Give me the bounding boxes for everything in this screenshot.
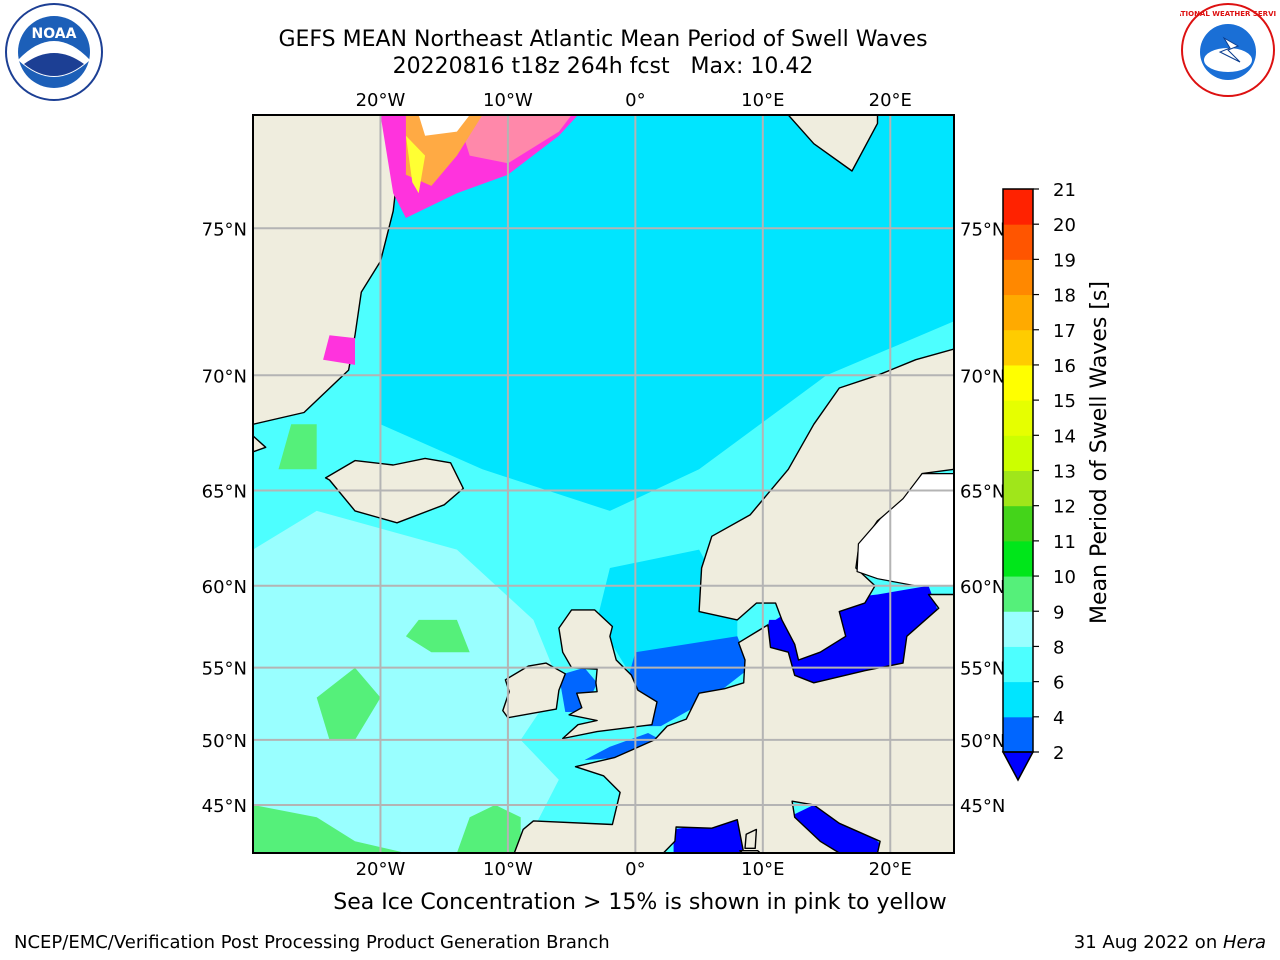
- colorbar-segment: [1003, 189, 1033, 225]
- map-subtitle: 20220816 t18z 264h fcst Max: 10.42: [392, 54, 814, 79]
- swell-region-9-10-c: [316, 667, 381, 740]
- footer-credit: NCEP/EMC/Verification Post Processing Pr…: [14, 932, 610, 953]
- lat-tick-label-right: 50°N: [960, 731, 1005, 752]
- colorbar-tick-label: 4: [1053, 708, 1064, 729]
- colorbar-tick-label: 2: [1053, 743, 1064, 764]
- colorbar-tick-label: 11: [1053, 532, 1076, 553]
- lat-tick-label-left: 45°N: [202, 796, 247, 817]
- land-svalbard: [787, 115, 879, 172]
- swell-region-8-9-west: [253, 510, 559, 853]
- lon-tick-label-top: 0°: [625, 90, 645, 111]
- swell-region-9-10-e: [278, 424, 317, 470]
- colorbar-tick-label: 9: [1053, 602, 1064, 623]
- footer-system: Hera: [1222, 932, 1266, 953]
- sea-ice-caption: Sea Ice Concentration > 15% is shown in …: [333, 890, 947, 915]
- sea-ice-field: [323, 115, 954, 587]
- colorbar-tick-label: 10: [1053, 567, 1076, 588]
- footer-date-text: 31 Aug 2022 on: [1073, 932, 1223, 953]
- land-corsica: [744, 828, 758, 849]
- lon-tick-label-bottom: 10°E: [741, 859, 784, 880]
- sea-ice-white: [418, 115, 470, 136]
- lat-tick-label-left: 75°N: [202, 219, 247, 240]
- lon-tick-label-bottom: 20°E: [869, 859, 912, 880]
- colorbar-segment: [1003, 646, 1033, 683]
- land-great-britain: [558, 609, 658, 740]
- noaa-logo-icon: NOAA: [5, 3, 103, 101]
- colorbar-segment: [1003, 576, 1033, 612]
- noaa-logo-text: NOAA: [32, 26, 77, 42]
- lat-tick-label-right: 70°N: [960, 366, 1005, 387]
- lon-tick-label-bottom: 10°W: [483, 859, 533, 880]
- graticule: [253, 115, 954, 853]
- nws-logo-text: NATIONAL WEATHER SERVICE: [1180, 10, 1276, 18]
- colorbar-segment: [1003, 716, 1033, 753]
- colorbar-tick-label: 18: [1053, 286, 1076, 307]
- lon-tick-label-top: 20°E: [869, 90, 912, 111]
- map-frame: [252, 114, 955, 854]
- map-tick-labels: 20°W 20°W 10°W 10°W 0° 0° 10°E 10°E 20°E 20°E 45°N…: [202, 90, 1006, 880]
- lat-tick-label-right: 45°N: [960, 796, 1005, 817]
- colorbar-tick-label: 19: [1053, 250, 1076, 271]
- land-greenland-south: [253, 435, 267, 453]
- lat-tick-label-right: 75°N: [960, 219, 1005, 240]
- footer-date: 31 Aug 2022 on Hera: [1074, 932, 1266, 953]
- land-iberia-france-europe: [513, 593, 954, 853]
- colorbar-tick-label: 6: [1053, 673, 1064, 694]
- colorbar-tick-label: 16: [1053, 356, 1076, 377]
- swell-region-6-8-coast: [520, 712, 623, 830]
- bothnia-white-area: [856, 473, 954, 587]
- lon-tick-label-top: 10°E: [741, 90, 784, 111]
- colorbar-segment: [1003, 505, 1033, 542]
- sea-ice-pink-west: [323, 335, 355, 365]
- colorbar-segment: [1003, 294, 1033, 331]
- swell-region-4-6-north: [380, 115, 954, 511]
- map-title: GEFS MEAN Northeast Atlantic Mean Period…: [278, 27, 928, 52]
- colorbar-tick-label: 8: [1053, 637, 1064, 658]
- land-ireland: [502, 662, 566, 719]
- lon-tick-label-top: 10°W: [483, 90, 533, 111]
- colorbar-segment: [1003, 329, 1033, 366]
- lon-tick-label-top: 20°W: [356, 90, 406, 111]
- sea-ice-salmon: [456, 115, 572, 164]
- colorbar-tick-label: 15: [1053, 391, 1076, 412]
- lat-tick-label-right: 55°N: [960, 659, 1005, 680]
- lat-tick-label-left: 55°N: [202, 659, 247, 680]
- colorbar-tick-label: 13: [1053, 462, 1076, 483]
- swell-region-9-10-b: [456, 804, 521, 853]
- colorbar-segment: [1003, 400, 1033, 436]
- colorbar-tick-label: 21: [1053, 180, 1076, 201]
- sea-ice-yellow: [405, 135, 426, 194]
- lat-tick-label-left: 60°N: [202, 577, 247, 598]
- colorbar-segment: [1003, 681, 1033, 718]
- colorbar-tick-label: 14: [1053, 426, 1076, 447]
- colorbar-segment: [1003, 435, 1033, 471]
- colorbar-segment: [1003, 224, 1033, 260]
- lat-tick-label-left: 50°N: [202, 731, 247, 752]
- colorbar-label: Mean Period of Swell Waves [s]: [1087, 281, 1112, 624]
- colorbar-tick-label: 20: [1053, 215, 1076, 236]
- lon-tick-label-bottom: 0°: [625, 859, 645, 880]
- map-area: [253, 115, 954, 853]
- colorbar-segment: [1003, 259, 1033, 296]
- lat-tick-label-left: 65°N: [202, 481, 247, 502]
- colorbar: 2 4 6 8 9 10 11 12 13 14 15 16 17 18 19 20 21 Mean Period…: [1001, 180, 1112, 782]
- swell-region-9-10-d: [405, 619, 470, 653]
- colorbar-tick-label: 12: [1053, 497, 1076, 518]
- lon-tick-label-bottom: 20°W: [356, 859, 406, 880]
- colorbar-segment: [1003, 470, 1033, 507]
- colorbar-tick-label: 17: [1053, 321, 1076, 342]
- nws-logo-icon: NATIONAL WEATHER SERVICE: [1180, 3, 1276, 97]
- colorbar-segment: [1003, 611, 1033, 647]
- lat-tick-label-right: 65°N: [960, 481, 1005, 502]
- colorbar-extend-arrow: [1001, 751, 1035, 782]
- colorbar-segment: [1003, 540, 1033, 577]
- swell-region-9-10-a: [253, 804, 406, 853]
- colorbar-segment: [1003, 364, 1033, 401]
- lat-tick-label-left: 70°N: [202, 366, 247, 387]
- lat-tick-label-right: 60°N: [960, 577, 1005, 598]
